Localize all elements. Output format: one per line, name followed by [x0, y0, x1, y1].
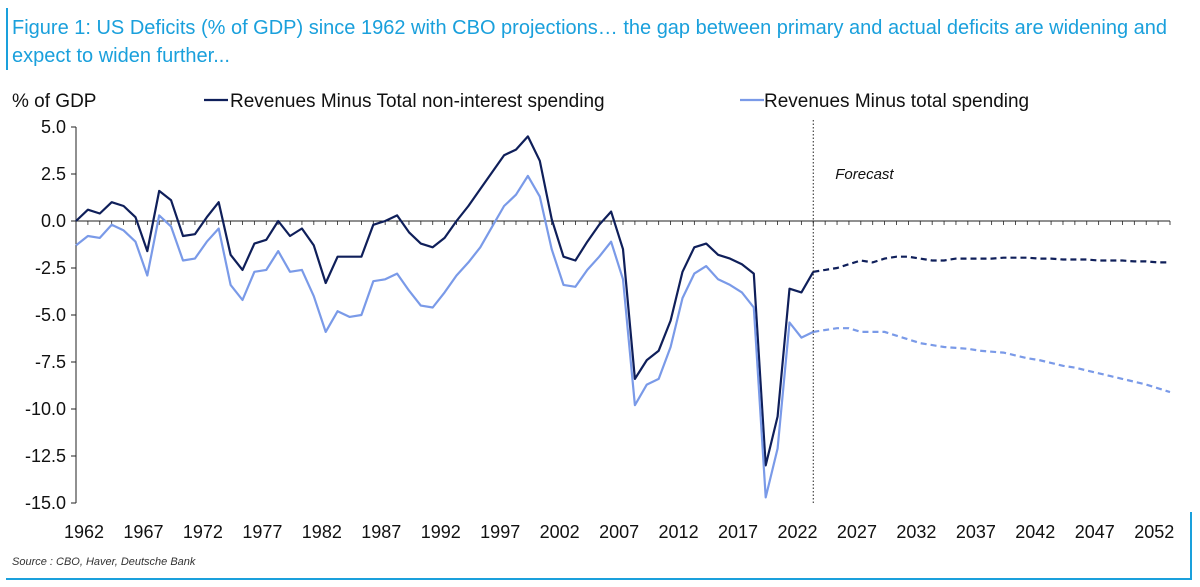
x-tick-label: 1997: [480, 522, 520, 542]
y-tick-label: 2.5: [41, 164, 66, 184]
x-tick-label: 1962: [64, 522, 104, 542]
x-tick-label: 2032: [896, 522, 936, 542]
x-tick-label: 1967: [123, 522, 163, 542]
legend: Revenues Minus Total non-interest spendi…: [204, 91, 1029, 112]
frame-right-border: [1190, 512, 1192, 580]
series-line-primary-forecast: [813, 255, 1170, 273]
x-tick-label: 2022: [777, 522, 817, 542]
x-tick-label: 2017: [718, 522, 758, 542]
legend-label-primary: Revenues Minus Total non-interest spendi…: [230, 91, 605, 112]
x-tick-label: 2012: [659, 522, 699, 542]
x-tick-label: 1987: [361, 522, 401, 542]
x-tick-label: 2007: [599, 522, 639, 542]
y-tick-label: -5.0: [35, 305, 66, 325]
legend-label-total: Revenues Minus total spending: [764, 91, 1029, 112]
x-tick-label: 2037: [956, 522, 996, 542]
forecast-annotation: Forecast: [835, 166, 894, 183]
series-line-total-forecast: [813, 327, 1171, 394]
x-axis: 1962 1967 1972 1977 1982 1987 1992 1997 2002 2007…: [64, 220, 1174, 542]
y-axis: 5.0 2.5 0.0 -2.5 -5.0 -7.5 -10.0 -12.5 -15.0: [25, 117, 77, 513]
series-line-primary-actual: [75, 135, 815, 467]
x-tick-label: 2027: [837, 522, 877, 542]
y-axis-label: % of GDP: [12, 91, 96, 112]
x-tick-label: 1992: [421, 522, 461, 542]
x-tick-label: 2052: [1134, 522, 1174, 542]
title-accent-bar: [6, 8, 8, 70]
y-tick-label: 5.0: [41, 117, 66, 137]
series-lines: [75, 135, 1171, 499]
x-tick-label: 2042: [1015, 522, 1055, 542]
y-tick-label: -15.0: [25, 493, 66, 513]
y-tick-label: 0.0: [41, 211, 66, 231]
frame-bottom-border: [6, 578, 1192, 580]
y-tick-label: -7.5: [35, 352, 66, 372]
y-tick-label: -10.0: [25, 399, 66, 419]
chart-title: Figure 1: US Deficits (% of GDP) since 1…: [12, 17, 1167, 67]
x-tick-label: 1972: [183, 522, 223, 542]
x-tick-label: 1977: [242, 522, 282, 542]
x-tick-label: 2002: [540, 522, 580, 542]
y-tick-label: -2.5: [35, 258, 66, 278]
x-tick-label: 2047: [1075, 522, 1115, 542]
source-note: Source : CBO, Haver, Deutsche Bank: [12, 556, 196, 568]
series-line-total-actual: [75, 174, 814, 499]
x-tick-label: 1982: [302, 522, 342, 542]
y-tick-label: -12.5: [25, 446, 66, 466]
